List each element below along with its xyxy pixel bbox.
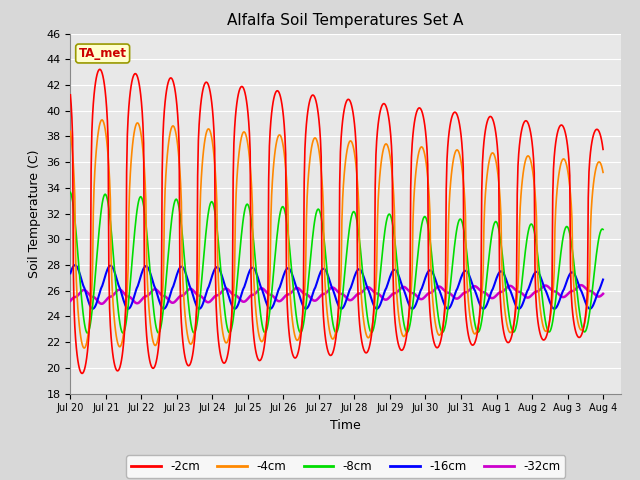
X-axis label: Time: Time [330,419,361,432]
Y-axis label: Soil Temperature (C): Soil Temperature (C) [28,149,41,278]
Text: TA_met: TA_met [79,47,127,60]
Legend: -2cm, -4cm, -8cm, -16cm, -32cm: -2cm, -4cm, -8cm, -16cm, -32cm [126,456,565,478]
Title: Alfalfa Soil Temperatures Set A: Alfalfa Soil Temperatures Set A [227,13,464,28]
